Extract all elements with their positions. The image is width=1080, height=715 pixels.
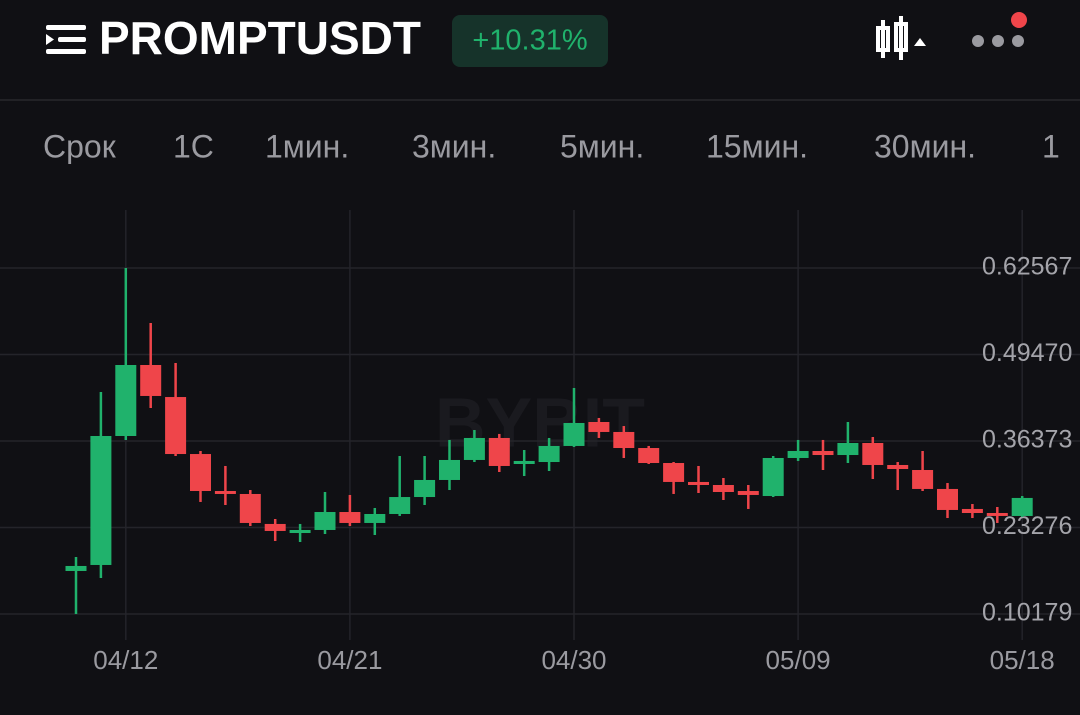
y-tick-label: 0.10179 [982, 599, 1072, 627]
candle-body [239, 493, 261, 523]
candle-body [90, 435, 112, 565]
candle-body [115, 365, 137, 436]
candle-body [190, 454, 211, 492]
y-tick-label: 0.36373 [982, 426, 1072, 454]
candle-body [837, 442, 859, 456]
candle-body [563, 422, 585, 446]
candle-body [887, 464, 909, 470]
x-tick-label: 05/18 [990, 645, 1055, 675]
timeframe-tab[interactable]: 5мин. [560, 128, 644, 164]
menu-icon[interactable] [46, 25, 86, 54]
symbol[interactable]: PROMPTUSDT [99, 12, 421, 64]
chart-type-icon[interactable] [876, 16, 926, 60]
timeframe-tab[interactable]: Срок [43, 128, 117, 164]
candle-body [663, 463, 685, 482]
timeframe-tab[interactable]: 1 [1042, 128, 1060, 164]
candle-body [165, 397, 187, 455]
candle-body [513, 460, 535, 464]
candle-body [538, 445, 560, 463]
x-tick-label: 04/21 [317, 645, 382, 675]
candle-body [737, 491, 759, 495]
candle-body [638, 448, 660, 464]
candle-body [314, 512, 336, 530]
candle-body [961, 508, 983, 514]
candle-body [862, 442, 884, 465]
candle-body [986, 513, 1008, 516]
candle-body [414, 479, 436, 498]
candle-body [613, 431, 635, 449]
candle-body [1011, 497, 1033, 516]
x-tick-label: 04/30 [541, 645, 606, 675]
candle-body [787, 450, 809, 458]
candle-body [762, 457, 784, 497]
y-tick-label: 0.62567 [982, 253, 1072, 281]
candle-body [339, 512, 361, 523]
candle-body [289, 529, 311, 534]
x-tick-label: 04/12 [93, 645, 158, 675]
candle-body [937, 488, 958, 510]
candle-body [588, 421, 610, 432]
timeframe-tab[interactable]: 3мин. [412, 128, 496, 164]
change-badge [452, 15, 608, 67]
y-tick-label: 0.23276 [982, 512, 1072, 540]
x-tick-label: 05/09 [766, 645, 831, 675]
candle-body [712, 484, 734, 492]
candle-body [65, 565, 87, 571]
candle-body [688, 481, 709, 485]
candle-body [140, 365, 162, 396]
timeframe-tab[interactable]: 15мин. [706, 128, 808, 164]
candle-body [812, 450, 834, 456]
y-tick-label: 0.49470 [982, 339, 1072, 367]
timeframe-tab[interactable]: 1мин. [265, 128, 349, 164]
candle-body [912, 470, 934, 489]
timeframe-tab[interactable]: 30мин. [874, 128, 976, 164]
candle-body [463, 437, 485, 460]
candle-body [364, 513, 386, 523]
timeframe-tab[interactable]: 1С [173, 128, 214, 164]
candle-body [439, 459, 460, 480]
candle-body [389, 497, 411, 514]
candle-body [264, 523, 286, 531]
candle-body [214, 491, 236, 494]
more-icon[interactable] [972, 12, 1027, 47]
change: +10.31% [472, 25, 587, 57]
candle-body [488, 437, 510, 466]
